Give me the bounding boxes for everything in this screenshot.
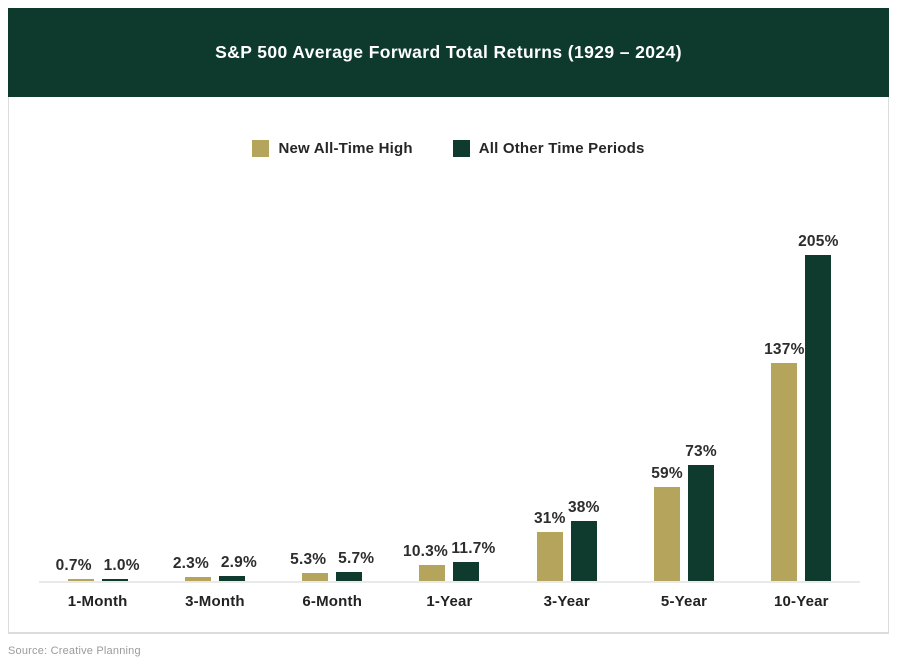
value-label: 5.3% xyxy=(290,551,327,568)
value-label: 2.3% xyxy=(172,555,209,572)
value-label: 137% xyxy=(764,341,805,358)
legend-label: New All-Time High xyxy=(278,140,413,157)
gold-bar-6-month xyxy=(302,573,329,581)
category-label: 3-Month xyxy=(185,593,245,610)
bar-group-3-month: 2.3% 2.9% 3-Month xyxy=(156,251,273,610)
value-label: 11.7% xyxy=(451,540,496,557)
gold-swatch-icon xyxy=(252,140,270,157)
green-bar-5-year xyxy=(688,465,715,581)
value-label: 73% xyxy=(685,443,717,460)
value-label: 2.9% xyxy=(220,554,257,571)
bar-chart-plot-area: 0.7% 1.0% 1-Month 2.3% 2.9% 3-Month 5.3% 5.7% 6-… xyxy=(39,233,860,610)
value-label: 1.0% xyxy=(103,557,140,574)
gold-bar-1-year xyxy=(419,565,446,581)
value-label: 5.7% xyxy=(338,550,375,567)
category-label: 1-Year xyxy=(426,593,473,610)
value-label: 0.7% xyxy=(55,557,92,574)
bar-group-5-year: 59% 73% 5-Year xyxy=(625,251,742,610)
green-swatch-icon xyxy=(452,140,470,157)
green-bar-6-month xyxy=(336,572,363,581)
gold-bar-3-year xyxy=(536,532,563,581)
bar-group-10-year: 137% 205% 10-Year xyxy=(743,233,860,610)
gold-bar-10-year xyxy=(771,363,798,581)
gold-bar-1-month xyxy=(67,579,94,581)
gold-bar-5-year xyxy=(654,487,681,581)
category-label: 1-Month xyxy=(67,593,128,610)
green-bar-1-year xyxy=(453,562,480,581)
category-label: 6-Month xyxy=(302,593,363,610)
category-label: 3-Year xyxy=(543,593,590,610)
value-label: 205% xyxy=(798,233,839,250)
green-bar-3-year xyxy=(570,521,597,581)
category-label: 5-Year xyxy=(660,593,708,610)
value-label: 38% xyxy=(567,499,600,516)
chart-card: S&P 500 Average Forward Total Returns (1… xyxy=(8,8,889,634)
legend-item-all-other-time-periods: All Other Time Periods xyxy=(452,140,645,157)
bar-group-1-year: 10.3% 11.7% 1-Year xyxy=(391,251,508,610)
green-bar-10-year xyxy=(805,255,832,581)
gold-bar-3-month xyxy=(184,577,211,581)
green-bar-1-month xyxy=(101,579,128,581)
value-label: 31% xyxy=(533,510,566,527)
value-label: 59% xyxy=(651,465,683,482)
category-label: 10-Year xyxy=(773,593,829,610)
legend-item-new-all-time-high: New All-Time High xyxy=(252,140,413,157)
chart-title: S&P 500 Average Forward Total Returns (1… xyxy=(215,42,682,62)
bar-group-1-month: 0.7% 1.0% 1-Month xyxy=(39,251,156,610)
legend: New All-Time High All Other Time Periods xyxy=(9,140,888,157)
legend-label: All Other Time Periods xyxy=(478,140,645,157)
chart-header: S&P 500 Average Forward Total Returns (1… xyxy=(8,8,889,97)
bar-group-6-month: 5.3% 5.7% 6-Month xyxy=(274,251,391,610)
value-label: 10.3% xyxy=(403,543,448,560)
green-bar-3-month xyxy=(218,576,245,581)
source-note: Source: Creative Planning xyxy=(8,645,141,657)
bar-group-3-year: 31% 38% 3-Year xyxy=(508,251,625,610)
